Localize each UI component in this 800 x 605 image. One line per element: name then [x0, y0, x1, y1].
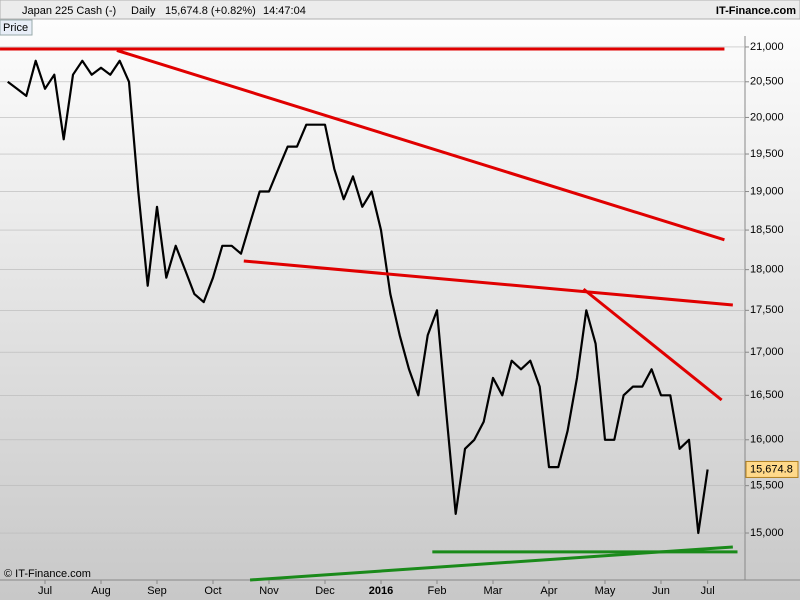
x-tick-label: Nov [259, 585, 279, 597]
y-tick-label: 15,000 [750, 527, 784, 539]
x-tick-label: 2016 [369, 585, 393, 597]
legend-box [0, 19, 33, 36]
interval: Daily [131, 5, 156, 17]
last-price-box [745, 460, 799, 478]
x-tick-label: Apr [540, 585, 557, 597]
price-line [7, 59, 709, 535]
y-tick-label: 18,500 [750, 224, 784, 236]
x-tick-label: Feb [428, 585, 447, 597]
header-bar [0, 0, 800, 20]
y-tick-label: 21,000 [750, 41, 784, 53]
x-tick-label: Sep [147, 585, 167, 597]
y-tick-label: 17,000 [750, 346, 784, 358]
x-tick-label: Jul [38, 585, 52, 597]
y-tick-label: 16,500 [750, 389, 784, 401]
instrument: Japan 225 Cash (-) [22, 5, 116, 17]
x-tick-label: Jul [701, 585, 715, 597]
trendline [249, 545, 733, 582]
x-tick-label: May [595, 585, 616, 597]
last-price-label: 15,674.8 [750, 463, 793, 475]
copyright: © IT-Finance.com [4, 568, 91, 580]
trendline [582, 287, 723, 402]
y-tick-label: 16,000 [750, 434, 784, 446]
x-tick-label: Aug [91, 585, 111, 597]
y-tick-label: 20,000 [750, 111, 784, 123]
quote: 15,674.8 (+0.82%) [165, 5, 256, 17]
y-tick-label: 19,000 [750, 185, 784, 197]
y-tick-label: 20,500 [750, 76, 784, 88]
y-tick-label: 18,000 [750, 264, 784, 276]
y-tick-label: 15,500 [750, 480, 784, 492]
x-tick-label: Oct [204, 585, 221, 597]
brand: IT-Finance.com [716, 5, 796, 17]
x-tick-label: Mar [484, 585, 503, 597]
y-tick-label: 17,500 [750, 304, 784, 316]
y-tick-label: 19,500 [750, 148, 784, 160]
legend-entry: Price [3, 22, 28, 34]
trendline [116, 48, 725, 242]
trendline [243, 259, 733, 307]
x-tick-label: Jun [652, 585, 670, 597]
x-tick-label: Dec [315, 585, 335, 597]
time: 14:47:04 [263, 5, 306, 17]
